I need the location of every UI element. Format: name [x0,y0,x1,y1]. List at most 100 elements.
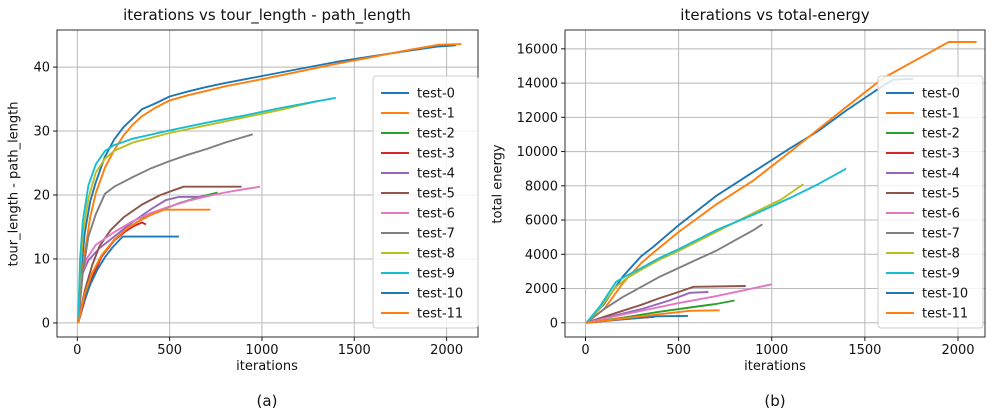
legend-entry-test-0: test-0 [886,87,960,102]
legend-label: test-4 [417,167,455,182]
series-line-test-1 [77,43,462,323]
legend-entry-test-4: test-4 [886,167,960,182]
legend-entry-test-9: test-9 [886,267,960,282]
series-line-test-5 [586,285,746,324]
legend-entry-test-8: test-8 [381,247,455,262]
series-line-test-7 [585,223,763,324]
x-tick-label: 2000 [941,343,974,358]
chart-a-xlabel: iterations [236,359,298,374]
y-tick-label: 2000 [525,282,558,297]
legend-label: test-2 [417,127,455,142]
y-tick-label: 0 [42,316,50,331]
legend-label: test-9 [417,267,455,282]
x-tick-label: 1000 [755,343,788,358]
y-tick-label: 40 [33,61,50,76]
legend-entry-test-7: test-7 [886,227,960,242]
y-tick-label: 10 [33,252,50,267]
x-tick-label: 1500 [338,343,371,358]
legend-label: test-8 [417,247,455,262]
x-tick-label: 0 [581,343,589,358]
legend-box [877,75,984,329]
legend-label: test-0 [922,87,960,102]
legend-label: test-9 [922,267,960,282]
legend-entry-test-3: test-3 [886,147,960,162]
series-line-test-11 [77,208,211,324]
y-tick-label: 20 [33,189,50,204]
legend-entry-test-6: test-6 [381,207,455,222]
legend-entry-test-11: test-11 [886,307,968,322]
series-line-test-0 [77,44,456,323]
legend-entry-test-4: test-4 [381,167,455,182]
legend-entry-test-5: test-5 [381,187,455,202]
x-tick-label: 500 [666,343,691,358]
legend-label: test-10 [922,287,968,302]
legend-label: test-8 [922,247,960,262]
series-line-test-5 [77,185,242,324]
x-tick-label: 1500 [848,343,881,358]
y-tick-label: 0 [550,316,558,331]
legend-label: test-5 [417,187,455,202]
x-tick-label: 1000 [245,343,278,358]
series-line-test-9 [585,167,847,324]
y-tick-label: 4000 [525,248,558,263]
chart-b: 0 500 1000 1500 2000 0 2000 4000 6000 8000 10000 12… [517,29,986,358]
legend-entry-test-10: test-10 [381,287,463,302]
legend-entry-test-2: test-2 [381,127,455,142]
y-tick-label: 6000 [525,214,558,229]
legend-label: test-4 [922,167,960,182]
chart-a-ylabel: tour_length - path_length [6,101,22,267]
series-line-test-7 [77,133,253,323]
legend-entry-test-5: test-5 [886,187,960,202]
tick-labels-a: 0 500 1000 1500 2000 0 10 20 30 40 [33,61,463,358]
legend-label: test-11 [922,307,968,322]
legend-a: test-0 test-1 test-2 test-3 test-4 test-5 test… [372,75,479,329]
x-tick-label: 500 [157,343,182,358]
legend-entry-test-7: test-7 [381,227,455,242]
tick-labels-b: 0 500 1000 1500 2000 0 2000 4000 6000 8000 10000 12… [517,42,975,358]
legend-label: test-5 [922,187,960,202]
legend-entry-test-2: test-2 [886,127,960,142]
series-line-test-8 [77,100,318,323]
y-tick-label: 30 [33,125,50,140]
series-line-test-9 [77,96,336,323]
x-tick-label: 0 [73,343,81,358]
ticks-b [561,48,959,341]
chart-a-caption: (a) [256,392,278,410]
legend-label: test-1 [417,107,455,122]
ticks-a [53,66,448,341]
series-line-test-6 [77,185,261,323]
legend-label: test-6 [417,207,455,222]
legend-b: test-0 test-1 test-2 test-3 test-4 test-5 test… [877,75,984,329]
legend-entry-test-6: test-6 [886,207,960,222]
legend-label: test-7 [417,227,455,242]
series-line-test-8 [585,183,804,324]
chart-a-title: iterations vs tour_length - path_length [123,6,411,24]
legend-label: test-2 [922,127,960,142]
legend-label: test-6 [922,207,960,222]
legend-label: test-3 [922,147,960,162]
legend-label: test-7 [922,227,960,242]
chart-a-series [77,43,462,324]
plot-spines [564,29,986,338]
legend-entry-test-0: test-0 [381,87,455,102]
chart-b-caption: (b) [764,392,786,410]
chart-b-xlabel: iterations [744,359,806,374]
legend-entry-test-8: test-8 [886,247,960,262]
series-line-test-0 [585,77,914,324]
chart-b-title: iterations vs total-energy [680,6,870,24]
legend-entry-test-10: test-10 [886,287,968,302]
y-tick-label: 14000 [517,77,558,92]
legend-label: test-11 [417,307,463,322]
series-line-test-11 [586,309,720,324]
chart-b-series [585,41,977,324]
legend-box [372,75,479,329]
legend-label: test-1 [922,107,960,122]
chart-b-ylabel: total energy [490,144,506,224]
legend-label: test-0 [417,87,455,102]
series-line-test-6 [586,283,772,324]
y-tick-label: 10000 [517,145,558,160]
grid-b [565,30,985,337]
series-line-test-4 [77,195,205,323]
